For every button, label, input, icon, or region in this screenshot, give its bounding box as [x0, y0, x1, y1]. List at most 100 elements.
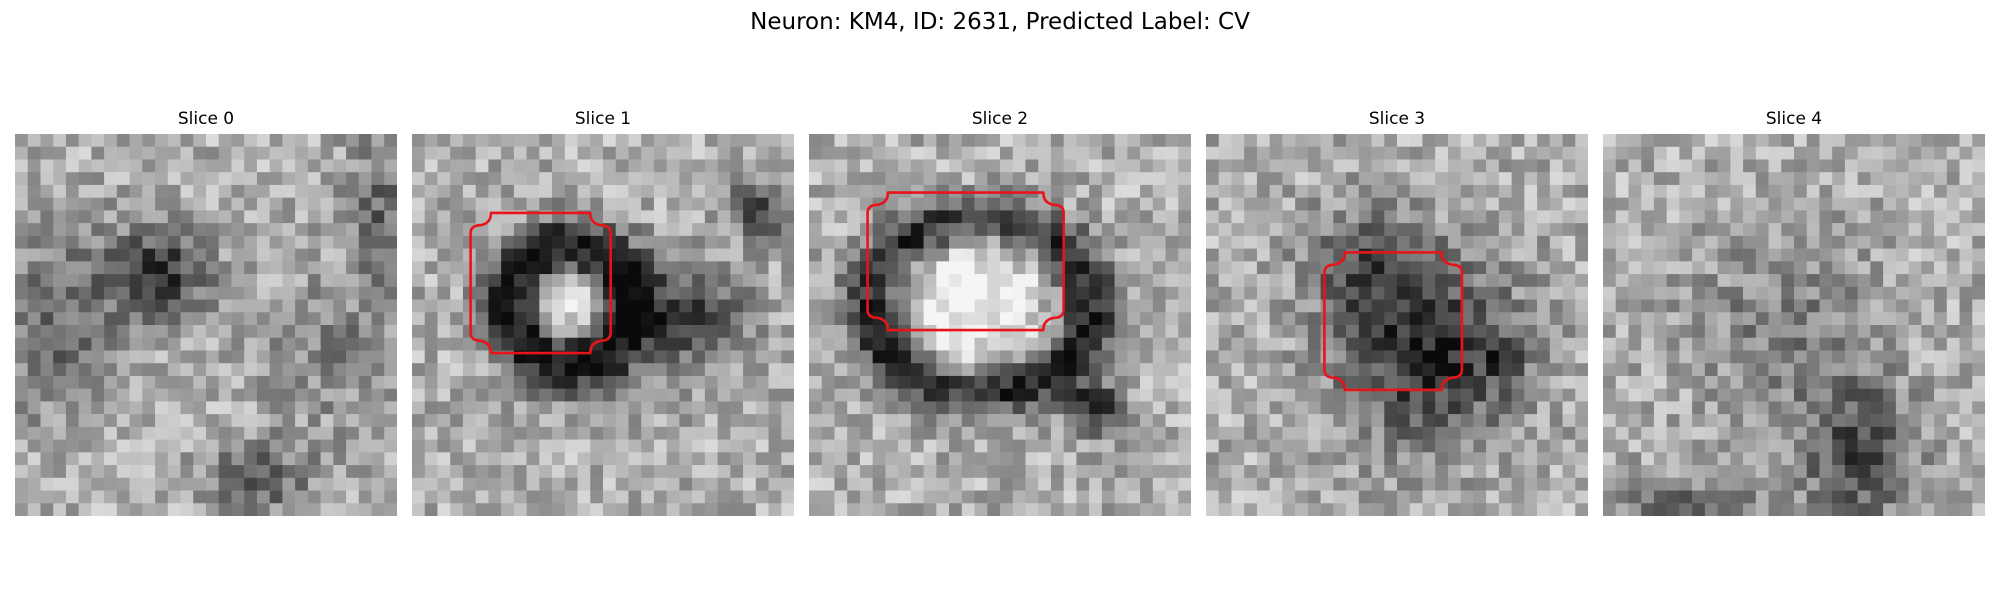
- image-pixel: [1269, 312, 1283, 326]
- image-pixel: [717, 388, 731, 402]
- image-pixel: [1908, 363, 1922, 377]
- image-pixel: [1730, 248, 1744, 262]
- image-pixel: [1768, 210, 1782, 224]
- image-pixel: [910, 401, 924, 415]
- image-pixel: [1460, 337, 1474, 351]
- image-pixel: [834, 299, 848, 313]
- image-pixel: [488, 312, 502, 326]
- image-pixel: [142, 490, 156, 504]
- image-pixel: [1076, 426, 1090, 440]
- image-pixel: [1435, 274, 1449, 288]
- image-pixel: [1641, 312, 1655, 326]
- image-pixel: [1806, 134, 1820, 148]
- image-pixel: [1844, 375, 1858, 389]
- image-pixel: [142, 312, 156, 326]
- image-pixel: [1384, 375, 1398, 389]
- image-pixel: [1050, 426, 1064, 440]
- image-pixel: [872, 184, 886, 198]
- image-pixel: [15, 465, 29, 479]
- image-pixel: [282, 210, 296, 224]
- image-pixel: [1256, 172, 1270, 186]
- image-pixel: [653, 248, 667, 262]
- image-pixel: [1025, 414, 1039, 428]
- image-pixel: [1012, 375, 1026, 389]
- image-pixel: [910, 159, 924, 173]
- image-pixel: [1832, 172, 1846, 186]
- image-pixel: [91, 235, 105, 249]
- image-pixel: [1114, 375, 1128, 389]
- image-pixel: [1743, 490, 1757, 504]
- image-pixel: [1832, 210, 1846, 224]
- image-pixel: [1397, 375, 1411, 389]
- image-pixel: [821, 286, 835, 300]
- image-pixel: [539, 375, 553, 389]
- image-pixel: [256, 134, 270, 148]
- image-pixel: [834, 503, 848, 516]
- image-pixel: [1346, 146, 1360, 160]
- image-pixel: [641, 325, 655, 339]
- image-pixel: [295, 363, 309, 377]
- image-pixel: [1641, 248, 1655, 262]
- image-pixel: [961, 363, 975, 377]
- image-pixel: [552, 401, 566, 415]
- image-pixel: [1101, 325, 1115, 339]
- image-pixel: [256, 490, 270, 504]
- image-pixel: [1038, 159, 1052, 173]
- image-pixel: [526, 325, 540, 339]
- image-pixel: [1768, 172, 1782, 186]
- image-pixel: [1422, 274, 1436, 288]
- image-pixel: [1730, 235, 1744, 249]
- image-pixel: [116, 223, 130, 237]
- image-pixel: [269, 184, 283, 198]
- image-pixel: [1000, 286, 1014, 300]
- image-pixel: [1165, 490, 1179, 504]
- image-pixel: [513, 388, 527, 402]
- image-pixel: [501, 312, 515, 326]
- image-pixel: [384, 223, 397, 237]
- image-pixel: [628, 286, 642, 300]
- image-pixel: [743, 477, 757, 491]
- image-pixel: [768, 325, 782, 339]
- image-pixel: [1486, 350, 1500, 364]
- image-pixel: [1895, 235, 1909, 249]
- image-pixel: [1295, 350, 1309, 364]
- image-pixel: [1692, 490, 1706, 504]
- image-pixel: [1575, 197, 1588, 211]
- image-pixel: [1730, 197, 1744, 211]
- image-pixel: [1794, 465, 1808, 479]
- image-pixel: [1870, 248, 1884, 262]
- image-pixel: [1870, 452, 1884, 466]
- image-pixel: [1921, 363, 1935, 377]
- image-pixel: [91, 134, 105, 148]
- image-pixel: [346, 503, 360, 516]
- image-pixel: [1653, 452, 1667, 466]
- image-pixel: [450, 414, 464, 428]
- image-pixel: [1524, 146, 1538, 160]
- image-pixel: [1704, 477, 1718, 491]
- image-pixel: [1114, 146, 1128, 160]
- image-pixel: [961, 286, 975, 300]
- image-pixel: [1575, 490, 1588, 504]
- image-pixel: [116, 426, 130, 440]
- image-pixel: [320, 312, 334, 326]
- image-pixel: [1422, 172, 1436, 186]
- image-pixel: [27, 235, 41, 249]
- image-pixel: [1895, 172, 1909, 186]
- image-pixel: [1628, 274, 1642, 288]
- image-pixel: [1256, 426, 1270, 440]
- image-pixel: [974, 325, 988, 339]
- image-pixel: [717, 401, 731, 415]
- image-pixel: [679, 261, 693, 275]
- image-pixel: [78, 159, 92, 173]
- image-pixel: [1282, 490, 1296, 504]
- image-pixel: [218, 261, 232, 275]
- image-pixel: [40, 325, 54, 339]
- image-pixel: [590, 172, 604, 186]
- image-pixel: [412, 235, 426, 249]
- image-pixel: [1397, 146, 1411, 160]
- image-pixel: [269, 134, 283, 148]
- image-pixel: [1050, 465, 1064, 479]
- image-pixel: [1397, 452, 1411, 466]
- image-pixel: [1165, 452, 1179, 466]
- image-pixel: [346, 146, 360, 160]
